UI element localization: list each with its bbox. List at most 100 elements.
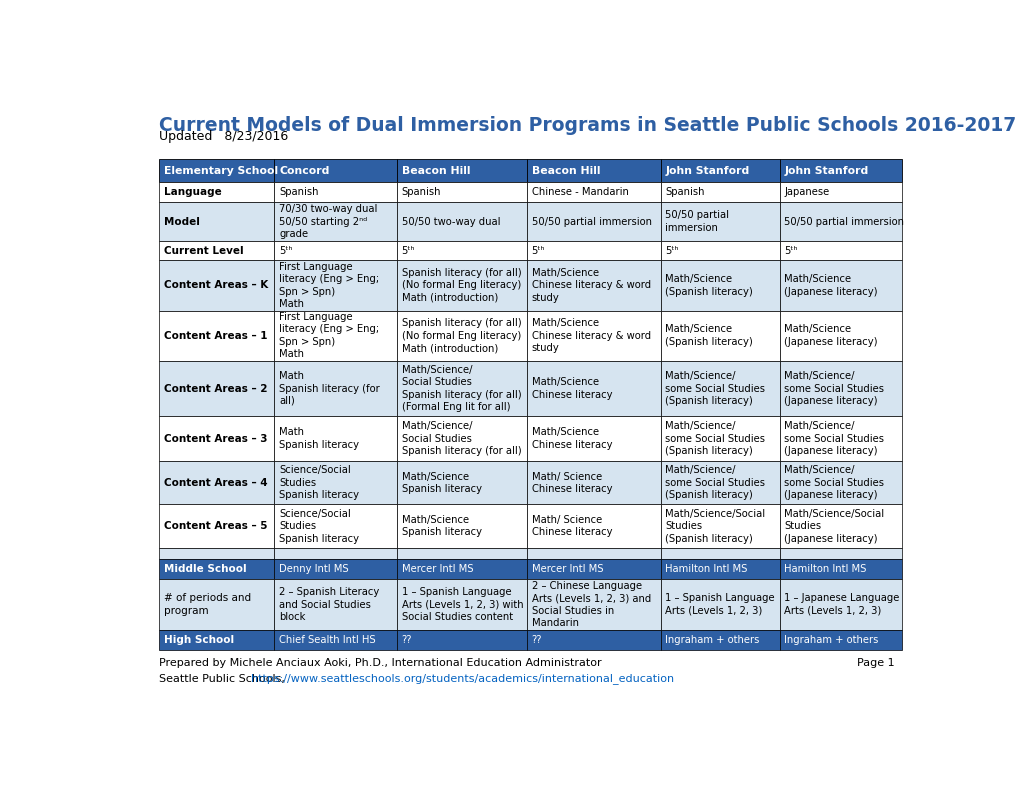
Text: 1 – Japanese Language
Arts (Levels 1, 2, 3): 1 – Japanese Language Arts (Levels 1, 2,… [784,593,899,615]
Bar [396,202,527,241]
Bar [396,361,527,416]
Text: Content Areas – K: Content Areas – K [164,281,268,291]
Bar [274,241,396,260]
Bar [779,361,902,416]
Bar [396,416,527,461]
Bar [660,461,779,504]
Bar [527,361,660,416]
Bar [527,559,660,579]
Bar [779,182,902,202]
Text: Math/Science
Spanish literacy: Math/Science Spanish literacy [401,515,481,537]
Text: Math/Science/
some Social Studies
(Japanese literacy): Math/Science/ some Social Studies (Japan… [784,422,883,456]
Text: 5ᵗʰ: 5ᵗʰ [531,246,544,256]
Bar [779,461,902,504]
Text: High School: High School [164,634,233,645]
Text: Math/Science
Chinese literacy: Math/Science Chinese literacy [531,427,611,450]
Bar [779,630,902,650]
Bar [527,241,660,260]
Text: Math/Science/
some Social Studies
(Spanish literacy): Math/Science/ some Social Studies (Spani… [664,466,764,500]
Text: Math/Science
(Japanese literacy): Math/Science (Japanese literacy) [784,274,877,297]
Text: Concord: Concord [279,165,329,176]
Bar [396,461,527,504]
Bar [274,202,396,241]
Bar [779,548,902,559]
Text: Science/Social
Studies
Spanish literacy: Science/Social Studies Spanish literacy [279,509,359,544]
Text: Math/Science/
some Social Studies
(Japanese literacy): Math/Science/ some Social Studies (Japan… [784,466,883,500]
Bar [527,504,660,548]
Text: Ingraham + others: Ingraham + others [784,634,877,645]
Text: Spanish: Spanish [279,187,318,197]
Text: Language: Language [164,187,221,197]
Bar [779,416,902,461]
Bar [159,241,274,260]
Bar [660,559,779,579]
Text: Content Areas – 4: Content Areas – 4 [164,478,267,488]
Text: Math/Science
Chinese literacy & word
study: Math/Science Chinese literacy & word stu… [531,268,650,303]
Text: Chief Sealth Intl HS: Chief Sealth Intl HS [279,634,375,645]
Text: Math/Science
(Spanish literacy): Math/Science (Spanish literacy) [664,274,752,297]
Text: 5ᵗʰ: 5ᵗʰ [664,246,679,256]
Bar [527,159,660,182]
Bar [779,159,902,182]
Bar [396,310,527,361]
Bar [396,241,527,260]
Bar [779,260,902,310]
Bar [274,416,396,461]
Bar [779,241,902,260]
Bar [527,260,660,310]
Text: Math/Science/
some Social Studies
(Spanish literacy): Math/Science/ some Social Studies (Spani… [664,371,764,406]
Bar [159,579,274,630]
Text: Math
Spanish literacy (for
all): Math Spanish literacy (for all) [279,371,379,406]
Text: Beacon Hill: Beacon Hill [401,165,470,176]
Text: Math/ Science
Chinese literacy: Math/ Science Chinese literacy [531,515,611,537]
Text: 50/50 two-way dual: 50/50 two-way dual [401,217,499,227]
Text: Math/Science/
some Social Studies
(Japanese literacy): Math/Science/ some Social Studies (Japan… [784,371,883,406]
Text: Spanish literacy (for all)
(No formal Eng literacy)
Math (introduction): Spanish literacy (for all) (No formal En… [401,268,521,303]
Bar [159,310,274,361]
Text: Mercer Intl MS: Mercer Intl MS [531,564,602,574]
Text: Math/Science/Social
Studies
(Spanish literacy): Math/Science/Social Studies (Spanish lit… [664,509,765,544]
Text: ??: ?? [401,634,412,645]
Text: Math/ Science
Chinese literacy: Math/ Science Chinese literacy [531,471,611,494]
Text: Spanish: Spanish [664,187,704,197]
Bar [779,579,902,630]
Bar [396,260,527,310]
Bar [159,182,274,202]
Text: Current Level: Current Level [164,246,244,256]
Bar [274,461,396,504]
Bar [396,182,527,202]
Text: 5ᵗʰ: 5ᵗʰ [401,246,415,256]
Bar [274,310,396,361]
Bar [396,159,527,182]
Text: Math/Science
Spanish literacy: Math/Science Spanish literacy [401,471,481,494]
Bar [660,310,779,361]
Text: 50/50 partial immersion: 50/50 partial immersion [784,217,904,227]
Text: Math/Science
(Spanish literacy): Math/Science (Spanish literacy) [664,325,752,347]
Text: # of periods and
program: # of periods and program [164,593,251,615]
Bar [159,630,274,650]
Text: Math/Science/
Social Studies
Spanish literacy (for all)
(Formal Eng lit for all): Math/Science/ Social Studies Spanish lit… [401,365,521,412]
Bar [660,260,779,310]
Text: Math/Science
Chinese literacy: Math/Science Chinese literacy [531,377,611,400]
Bar [660,159,779,182]
Bar [527,182,660,202]
Bar [660,630,779,650]
Bar [660,579,779,630]
Text: Science/Social
Studies
Spanish literacy: Science/Social Studies Spanish literacy [279,466,359,500]
Text: Hamilton Intl MS: Hamilton Intl MS [784,564,866,574]
Text: Content Areas – 5: Content Areas – 5 [164,521,267,531]
Bar [159,416,274,461]
Text: Spanish: Spanish [401,187,440,197]
Text: 2 – Spanish Literacy
and Social Studies
block: 2 – Spanish Literacy and Social Studies … [279,587,379,622]
Bar [527,630,660,650]
Bar [159,559,274,579]
Bar [527,548,660,559]
Bar [159,361,274,416]
Bar [274,182,396,202]
Bar [527,579,660,630]
Text: Content Areas – 1: Content Areas – 1 [164,331,267,340]
Text: 50/50 partial immersion: 50/50 partial immersion [531,217,651,227]
Bar [159,260,274,310]
Text: Chinese - Mandarin: Chinese - Mandarin [531,187,628,197]
Text: Ingraham + others: Ingraham + others [664,634,759,645]
